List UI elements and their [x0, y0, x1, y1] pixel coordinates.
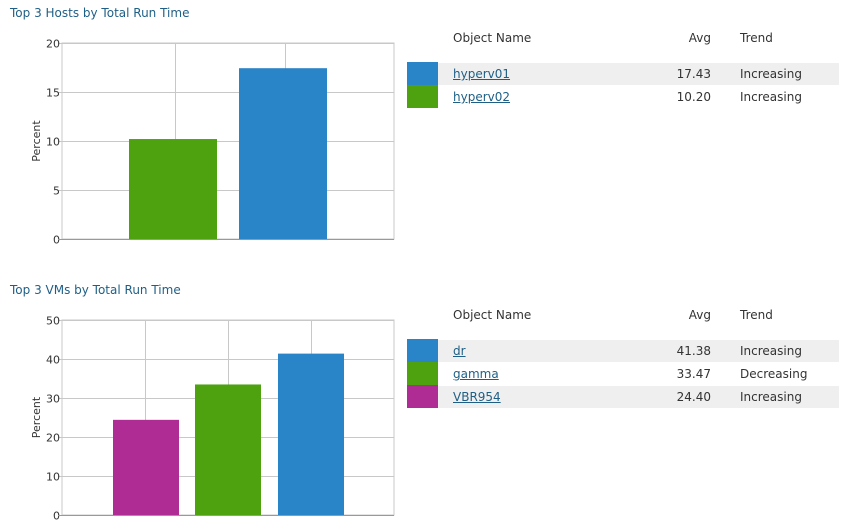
object-name-link[interactable]: VBR954: [453, 390, 501, 404]
vms-bar-chart: 0 10 20 30 40 50 Percent: [30, 315, 395, 523]
y-tick-label: 5: [53, 185, 60, 198]
y-tick-label: 10: [46, 471, 60, 484]
color-swatch: [407, 362, 438, 385]
hosts-bar-chart: 0 5 10 15 20 Percent: [30, 38, 395, 247]
avg-value: 24.40: [676, 390, 711, 404]
hosts-table-header: Object Name Avg Trend: [407, 31, 839, 51]
bar-hyperv02[interactable]: [129, 139, 217, 239]
trend-value: Increasing: [740, 390, 802, 404]
avg-value: 17.43: [676, 67, 711, 81]
y-tick-label: 40: [46, 354, 60, 367]
object-name-link[interactable]: gamma: [453, 367, 499, 381]
color-swatch: [407, 385, 438, 408]
column-header-object-name[interactable]: Object Name: [453, 31, 532, 45]
object-name-link[interactable]: hyperv02: [453, 90, 511, 104]
y-tick-label: 15: [46, 87, 60, 100]
table-row: hyperv02 10.20 Increasing: [407, 85, 839, 108]
column-header-trend[interactable]: Trend: [740, 308, 773, 322]
bar-gamma[interactable]: [195, 384, 261, 515]
y-axis-title: Percent: [30, 396, 43, 438]
bar-VBR954[interactable]: [113, 419, 179, 515]
avg-value: 33.47: [676, 367, 711, 381]
bar-hyperv01[interactable]: [239, 68, 327, 239]
y-tick-label: 10: [46, 136, 60, 149]
color-swatch: [407, 62, 438, 85]
vms-panel: Top 3 VMs by Total Run Time 0 10 20 30 40 50 P…: [0, 283, 844, 524]
table-row: hyperv01 17.43 Increasing: [407, 62, 839, 85]
column-header-object-name[interactable]: Object Name: [453, 308, 532, 322]
color-swatch: [407, 339, 438, 362]
y-tick-label: 20: [46, 432, 60, 445]
y-tick-label: 20: [46, 38, 60, 51]
avg-value: 41.38: [676, 344, 711, 358]
hosts-panel: Top 3 Hosts by Total Run Time 0 5 10 15 20 Pe…: [0, 6, 844, 256]
bar-dr[interactable]: [278, 353, 344, 515]
object-name-link[interactable]: hyperv01: [453, 67, 511, 81]
column-header-avg[interactable]: Avg: [688, 31, 711, 45]
trend-value: Increasing: [740, 344, 802, 358]
y-tick-label: 0: [53, 234, 60, 247]
y-tick-label: 0: [53, 510, 60, 523]
object-name-link[interactable]: dr: [453, 344, 466, 358]
column-header-avg[interactable]: Avg: [688, 308, 711, 322]
color-swatch: [407, 85, 438, 108]
trend-value: Increasing: [740, 90, 802, 104]
table-row: dr 41.38 Increasing: [407, 339, 839, 362]
column-header-trend[interactable]: Trend: [740, 31, 773, 45]
y-tick-label: 30: [46, 393, 60, 406]
table-row: VBR954 24.40 Increasing: [407, 385, 839, 408]
hosts-panel-title: Top 3 Hosts by Total Run Time: [10, 6, 190, 20]
vms-panel-title: Top 3 VMs by Total Run Time: [10, 283, 181, 297]
trend-value: Decreasing: [740, 367, 808, 381]
y-axis-title: Percent: [30, 120, 43, 162]
trend-value: Increasing: [740, 67, 802, 81]
vms-table-header: Object Name Avg Trend: [407, 308, 839, 328]
y-tick-label: 50: [46, 315, 60, 328]
table-row: gamma 33.47 Decreasing: [407, 362, 839, 385]
avg-value: 10.20: [676, 90, 711, 104]
